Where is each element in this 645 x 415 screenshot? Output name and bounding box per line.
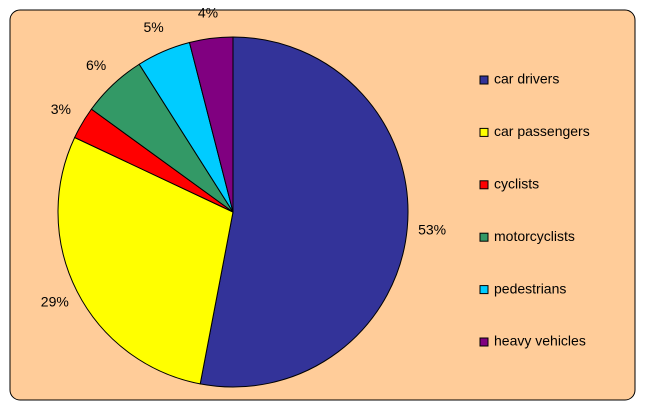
legend-label: car passengers xyxy=(494,123,590,139)
legend-label: car drivers xyxy=(494,71,559,87)
legend-swatch xyxy=(479,180,489,190)
data-label: 5% xyxy=(143,19,163,35)
data-label: 6% xyxy=(86,57,106,73)
legend-swatch xyxy=(479,285,489,295)
legend-label: motorcyclists xyxy=(494,228,575,244)
legend-label: heavy vehicles xyxy=(494,333,586,349)
legend-swatch xyxy=(479,232,489,242)
legend-label: pedestrians xyxy=(494,280,566,296)
legend-swatch xyxy=(479,127,489,137)
data-label: 3% xyxy=(51,101,71,117)
data-label: 29% xyxy=(41,294,69,310)
data-label: 53% xyxy=(418,222,446,238)
legend-swatch xyxy=(479,337,489,347)
legend-swatch xyxy=(479,75,489,85)
legend-label: cyclists xyxy=(494,176,539,192)
pie-slice xyxy=(188,36,234,213)
pie-slice xyxy=(57,136,234,385)
pie-slice xyxy=(199,36,409,388)
data-label: 4% xyxy=(198,4,218,20)
